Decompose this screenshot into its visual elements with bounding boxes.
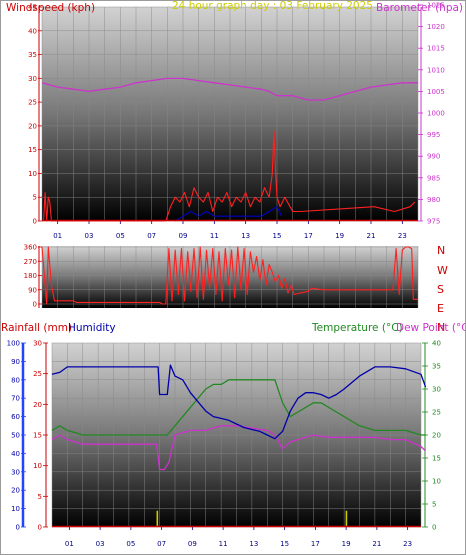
barometer-tick-label: 1010 xyxy=(427,66,445,74)
barometer-tick-label: 990 xyxy=(427,153,440,161)
humidity-tick-label: 40 xyxy=(11,450,20,458)
rainfall-tick-label: 30 xyxy=(33,340,42,348)
humidity-tick-label: 90 xyxy=(11,358,20,366)
humidity-tick-label: 0 xyxy=(16,524,20,532)
humidity-tick-label: 20 xyxy=(11,487,20,495)
compass-label: E xyxy=(437,302,444,315)
windspeed-tick-label: 35 xyxy=(28,51,37,59)
barometer-tick-label: 985 xyxy=(427,174,440,182)
barometer-tick-label: 980 xyxy=(427,196,440,204)
humidity-line xyxy=(51,364,427,440)
wind-hour-tick-label: 05 xyxy=(116,232,125,240)
barometer-line xyxy=(41,77,418,101)
temperature-tick-label: 10 xyxy=(432,478,441,486)
wind-hour-tick-label: 03 xyxy=(85,232,94,240)
humidity-tick-label: 100 xyxy=(7,340,20,348)
barometer-tick-label: 1020 xyxy=(427,23,445,31)
temperature-hour-tick-label: 01 xyxy=(65,540,74,548)
temperature-tick-label: 5 xyxy=(432,501,436,509)
temperature-hour-tick-label: 19 xyxy=(342,540,351,548)
wind-hour-tick-label: 11 xyxy=(210,232,219,240)
rainfall-tick-label: 10 xyxy=(33,462,42,470)
rainfall-tick-label: 20 xyxy=(33,401,42,409)
wind-hour-tick-label: 21 xyxy=(367,232,376,240)
rainfall-tick-label: 15 xyxy=(33,432,42,440)
compass-label: N xyxy=(437,244,445,257)
dewpoint-line xyxy=(51,425,427,471)
barometer-axis-title: Barometer (hpa) xyxy=(376,2,463,14)
windspeed-tick-label: 25 xyxy=(28,99,37,107)
temperature-hour-tick-label: 03 xyxy=(96,540,105,548)
wind-hour-tick-label: 15 xyxy=(273,232,282,240)
barometer-tick-label: 1005 xyxy=(427,88,445,96)
windspeed-tick-label: 40 xyxy=(28,27,37,35)
compass-label: W xyxy=(437,264,448,277)
barometer-tick-label: 1015 xyxy=(427,45,445,53)
windspeed-tick-label: 30 xyxy=(28,75,37,83)
temperature-hour-tick-label: 23 xyxy=(403,540,412,548)
windspeed-tick-label: 10 xyxy=(28,170,37,178)
barometer-tick-label: 1025 xyxy=(427,2,445,10)
wind-direction-line xyxy=(41,246,418,305)
wind-hour-tick-label: 17 xyxy=(304,232,313,240)
temperature-hour-tick-label: 07 xyxy=(157,540,166,548)
humidity-tick-label: 10 xyxy=(11,505,20,513)
temperature-axis-title: Temperature (°C) xyxy=(311,322,403,334)
direction-tick-label: 360 xyxy=(24,244,37,252)
humidity-tick-label: 30 xyxy=(11,468,20,476)
wind-hour-tick-label: 09 xyxy=(179,232,188,240)
temperature-tick-label: 20 xyxy=(432,432,441,440)
direction-tick-label: 90 xyxy=(28,286,37,294)
chart-title: 24 hour graph day : 03 February 2025 xyxy=(172,0,373,12)
temperature-hour-tick-label: 21 xyxy=(372,540,381,548)
wind-gust-line xyxy=(43,130,416,222)
temperature-hour-tick-label: 15 xyxy=(280,540,289,548)
compass-label: S xyxy=(437,283,444,296)
wind-average-line xyxy=(174,206,283,222)
temperature-tick-label: 0 xyxy=(432,524,436,532)
humidity-tick-label: 60 xyxy=(11,413,20,421)
temperature-hour-tick-label: 11 xyxy=(219,540,228,548)
rainfall-tick-label: 5 xyxy=(38,493,42,501)
wind-hour-tick-label: 07 xyxy=(147,232,156,240)
temperature-line xyxy=(51,379,426,436)
temperature-hour-tick-label: 05 xyxy=(126,540,135,548)
rainfall-axis-title: Rainfall (mm) xyxy=(1,322,72,334)
windspeed-tick-label: 15 xyxy=(28,146,37,154)
temperature-tick-label: 35 xyxy=(432,363,441,371)
windspeed-tick-label: 0 xyxy=(33,218,37,226)
dewpoint-axis-title: Dew Point (°C) xyxy=(396,322,466,334)
compass-label: N xyxy=(437,321,445,334)
wind-hour-tick-label: 13 xyxy=(241,232,250,240)
windspeed-tick-label: 5 xyxy=(33,194,37,202)
humidity-tick-label: 50 xyxy=(11,432,20,440)
temperature-tick-label: 30 xyxy=(432,386,441,394)
temperature-tick-label: 25 xyxy=(432,409,441,417)
direction-tick-label: 270 xyxy=(24,258,37,266)
barometer-tick-label: 975 xyxy=(427,218,440,226)
rainfall-tick-label: 0 xyxy=(38,524,42,532)
rainfall-tick-label: 25 xyxy=(33,370,42,378)
temperature-tick-label: 40 xyxy=(432,340,441,348)
direction-tick-label: 180 xyxy=(24,272,37,280)
temperature-hour-tick-label: 17 xyxy=(311,540,320,548)
wind-hour-tick-label: 23 xyxy=(398,232,407,240)
temperature-tick-label: 15 xyxy=(432,455,441,463)
windspeed-tick-label: 20 xyxy=(28,122,37,130)
humidity-axis-title: Humidity xyxy=(68,322,116,334)
humidity-tick-label: 80 xyxy=(11,376,20,384)
wind-hour-tick-label: 01 xyxy=(53,232,62,240)
barometer-tick-label: 1000 xyxy=(427,110,445,118)
humidity-tick-label: 70 xyxy=(11,395,20,403)
barometer-tick-label: 995 xyxy=(427,131,440,139)
wind-hour-tick-label: 19 xyxy=(335,232,344,240)
windspeed-tick-label: 45 xyxy=(28,4,37,12)
temperature-hour-tick-label: 09 xyxy=(188,540,197,548)
windspeed-axis-title: Windspeed (kph) xyxy=(6,2,95,14)
temperature-hour-tick-label: 13 xyxy=(249,540,258,548)
direction-tick-label: 0 xyxy=(33,301,37,309)
